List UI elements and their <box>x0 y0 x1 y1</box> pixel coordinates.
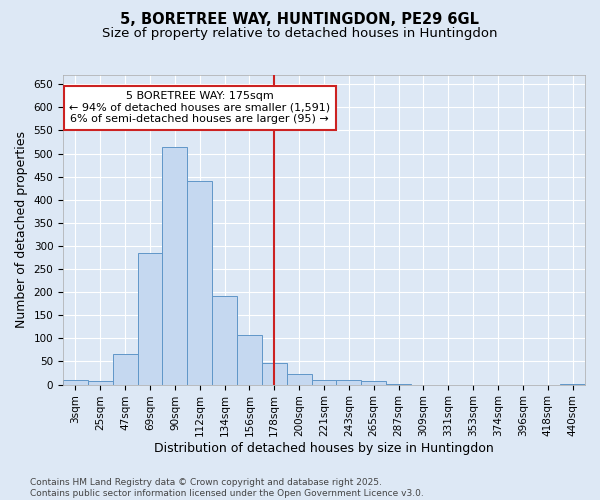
Bar <box>212 296 237 384</box>
Bar <box>262 363 287 384</box>
Bar <box>237 335 262 384</box>
Text: Contains HM Land Registry data © Crown copyright and database right 2025.
Contai: Contains HM Land Registry data © Crown c… <box>30 478 424 498</box>
Bar <box>63 380 88 384</box>
Bar <box>361 381 386 384</box>
Bar <box>337 380 361 384</box>
Text: 5 BORETREE WAY: 175sqm
← 94% of detached houses are smaller (1,591)
6% of semi-d: 5 BORETREE WAY: 175sqm ← 94% of detached… <box>69 91 330 124</box>
X-axis label: Distribution of detached houses by size in Huntingdon: Distribution of detached houses by size … <box>154 442 494 455</box>
Bar <box>311 380 337 384</box>
Text: Size of property relative to detached houses in Huntingdon: Size of property relative to detached ho… <box>102 28 498 40</box>
Bar <box>187 182 212 384</box>
Text: 5, BORETREE WAY, HUNTINGDON, PE29 6GL: 5, BORETREE WAY, HUNTINGDON, PE29 6GL <box>121 12 479 28</box>
Bar <box>163 146 187 384</box>
Bar <box>113 354 137 384</box>
Bar <box>287 374 311 384</box>
Y-axis label: Number of detached properties: Number of detached properties <box>15 132 28 328</box>
Bar <box>137 253 163 384</box>
Bar <box>88 381 113 384</box>
